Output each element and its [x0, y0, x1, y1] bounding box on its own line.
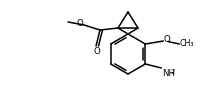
Text: 2: 2	[171, 70, 175, 75]
Text: NH: NH	[162, 68, 175, 77]
Text: O: O	[164, 36, 171, 45]
Text: O: O	[76, 19, 83, 27]
Text: methyl: methyl	[67, 20, 72, 21]
Text: CH₃: CH₃	[180, 38, 194, 47]
Text: O: O	[94, 47, 101, 56]
